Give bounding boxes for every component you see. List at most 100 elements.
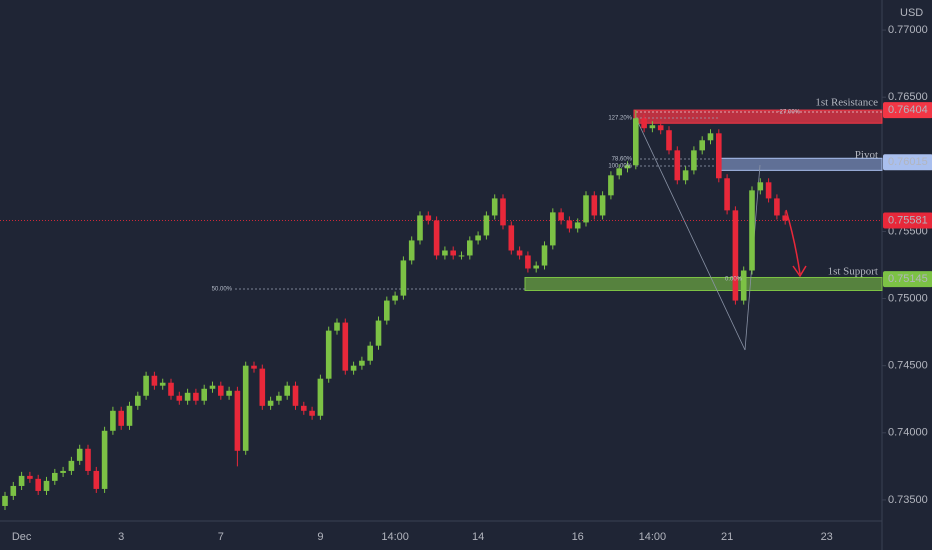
candle-body (467, 240, 473, 256)
candle-body (251, 365, 257, 369)
price-tag (883, 102, 932, 119)
y-tick-label: 0.77000 (888, 24, 928, 36)
candle-body (558, 212, 564, 221)
candle-body (176, 395, 183, 401)
fib-label: 78.60% (612, 157, 633, 163)
x-tick-label: 16 (572, 531, 584, 543)
price-tag-label: 0.75145 (888, 273, 928, 285)
candle-body (284, 385, 290, 396)
x-tick-label: 7 (218, 531, 224, 543)
candle-body (400, 260, 407, 296)
candle-body (765, 182, 772, 199)
candle-body (740, 270, 747, 301)
candle-body (309, 410, 315, 416)
candle-body (35, 478, 41, 491)
candle-body (491, 198, 498, 216)
candle-body (184, 392, 191, 401)
candle-body (541, 245, 548, 266)
candle-body (317, 378, 324, 416)
candle-body (226, 390, 232, 396)
price-tag (883, 154, 932, 171)
candle-body (525, 255, 531, 269)
candle-body (674, 150, 681, 181)
candle-body (508, 225, 515, 251)
candle-body (301, 405, 307, 411)
candle-body (43, 480, 50, 491)
candle-body (691, 150, 697, 171)
candle-body (433, 220, 440, 256)
candle-body (475, 235, 481, 241)
candle-body (608, 175, 614, 196)
candle-body (442, 250, 448, 256)
price-tag-label: 0.76015 (888, 156, 928, 168)
candle-body (218, 385, 224, 396)
candle-body (417, 215, 423, 241)
candle-body (193, 392, 199, 401)
level-zone (524, 276, 883, 292)
candle-body (591, 195, 598, 216)
candle-body (168, 382, 174, 396)
candle-body (500, 198, 506, 226)
fib-label: -27.00% (778, 110, 801, 116)
x-tick-label: Dec (12, 531, 32, 543)
candle-body (749, 190, 755, 271)
x-tick-label: 3 (118, 531, 124, 543)
price-tag (883, 212, 932, 229)
candle-body (259, 368, 266, 406)
y-tick-label: 0.73500 (888, 494, 928, 506)
candle-body (574, 222, 581, 229)
candle-body (666, 130, 672, 151)
fib-label: 127.20% (608, 116, 632, 122)
y-axis-label: USD (900, 7, 923, 19)
candle-body (774, 198, 780, 216)
level-zone (633, 109, 883, 124)
candle-body (18, 475, 25, 486)
candle-body (384, 300, 390, 321)
fib-label: 0.00% (725, 277, 743, 283)
x-tick-label: 14:00 (381, 531, 409, 543)
candle-body (325, 330, 332, 379)
y-tick-label: 0.76500 (888, 91, 928, 103)
y-tick-label: 0.74500 (888, 360, 928, 372)
candle-body (27, 475, 33, 479)
zones (524, 109, 883, 292)
arrow-head (792, 265, 807, 278)
candle-body (101, 430, 108, 489)
candle-body (757, 182, 764, 191)
candle-body (359, 360, 365, 366)
candle-body (267, 400, 274, 406)
candle-body (641, 118, 647, 129)
candle-body (699, 140, 705, 151)
candle-body (143, 375, 149, 396)
candle-body (276, 395, 282, 401)
candle-body (657, 125, 664, 131)
candle-body (110, 410, 116, 431)
candle-body (85, 448, 91, 471)
candle-body (516, 250, 523, 256)
candle-body (151, 375, 158, 386)
candle-body (649, 125, 656, 129)
candle-body (10, 485, 17, 496)
candle-body (533, 265, 539, 269)
candle-body (234, 390, 241, 451)
candle-body (483, 215, 490, 236)
x-tick-label: 23 (821, 531, 833, 543)
candle-body (599, 195, 606, 216)
candle-body (375, 320, 382, 346)
y-tick-label: 0.74000 (888, 427, 928, 439)
candle-body (118, 410, 124, 426)
level-label: 1st Support (828, 266, 878, 278)
arrow (785, 209, 801, 275)
candle-body (425, 215, 432, 221)
candle-body (76, 448, 83, 461)
candle-body (242, 365, 249, 451)
price-tag-label: 0.76404 (888, 104, 928, 116)
candle-body (566, 220, 573, 229)
fib-label: 100.00% (608, 164, 632, 170)
candle-body (292, 385, 299, 406)
candle-body (52, 472, 58, 481)
candle-body (93, 470, 100, 489)
x-tick-label: 14:00 (639, 531, 667, 543)
candle-body (68, 460, 75, 471)
